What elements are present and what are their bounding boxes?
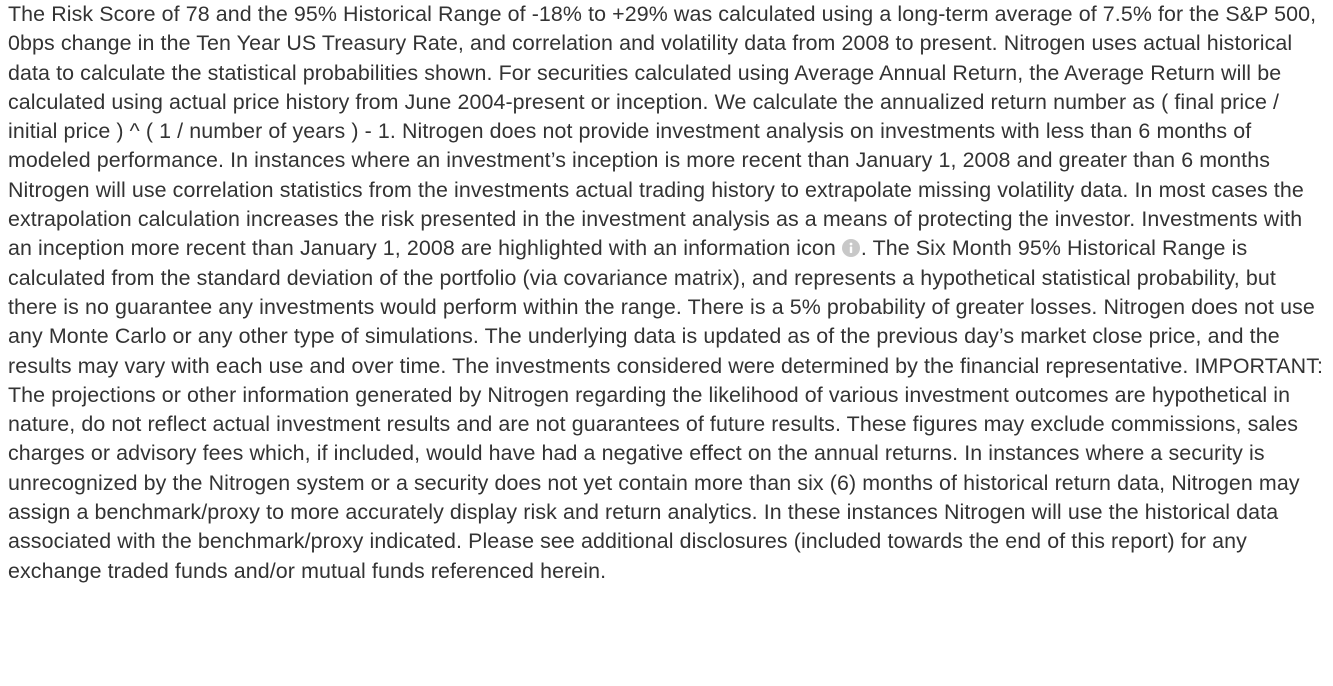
disclosure-paragraph: The Risk Score of 78 and the 95% Histori… (8, 2, 1324, 583)
disclosure-text: The Risk Score of 78 and the 95% Histori… (8, 2, 1317, 261)
disclosure-text: . The Six Month 95% Historical Range is … (8, 236, 1324, 583)
info-icon (841, 239, 860, 258)
